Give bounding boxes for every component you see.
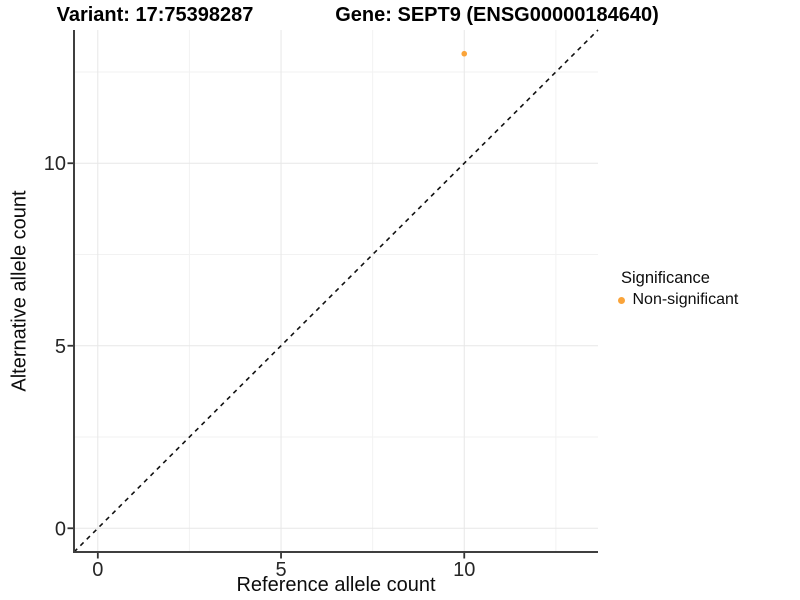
- y-tick-label: 0: [55, 518, 66, 540]
- data-point: [461, 50, 468, 57]
- legend: Significance Non-significant: [614, 268, 796, 310]
- y-tick-label: 5: [55, 336, 66, 358]
- x-tick-label: 5: [275, 559, 286, 581]
- y-tick-label: 10: [44, 153, 66, 175]
- x-axis-title: Reference allele count: [236, 574, 436, 596]
- x-tick-label: 0: [92, 559, 103, 581]
- gene-title: Gene: SEPT9 (ENSG00000184640): [335, 4, 659, 26]
- legend-title: Significance: [621, 269, 710, 287]
- x-tick-label: 10: [453, 559, 475, 581]
- legend-item-label: Non-significant: [632, 291, 739, 308]
- y-axis-title: Alternative allele count: [8, 190, 31, 392]
- legend-item-non-significant: Non-significant: [614, 290, 796, 310]
- identity-dashed-line: [73, 29, 599, 553]
- legend-marker-icon: [617, 296, 625, 304]
- variant-title: Variant: 17:75398287: [56, 4, 254, 26]
